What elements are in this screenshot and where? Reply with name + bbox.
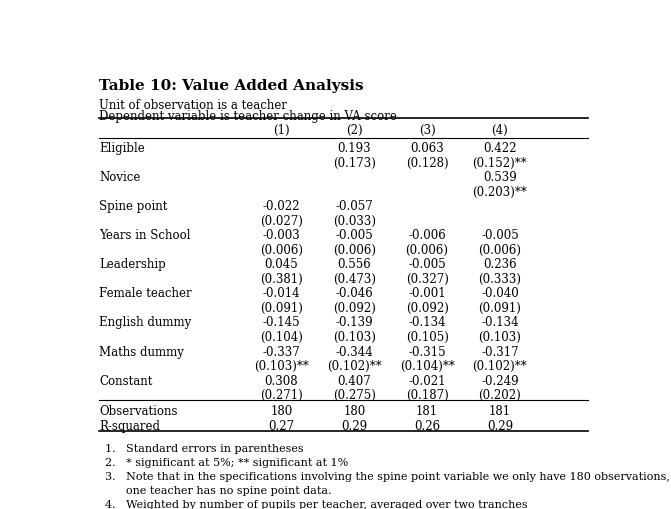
Text: -0.145: -0.145: [262, 316, 301, 329]
Text: (0.173): (0.173): [333, 156, 376, 169]
Text: (0.152)**: (0.152)**: [472, 156, 527, 169]
Text: (1): (1): [273, 124, 290, 137]
Text: (0.271): (0.271): [260, 388, 303, 401]
Text: (0.203)**: (0.203)**: [472, 185, 527, 199]
Text: (0.473): (0.473): [333, 272, 376, 286]
Text: (0.187): (0.187): [406, 388, 448, 401]
Text: (4): (4): [492, 124, 508, 137]
Text: Observations: Observations: [99, 405, 178, 417]
Text: (0.103): (0.103): [478, 330, 521, 343]
Text: Novice: Novice: [99, 171, 141, 184]
Text: (2): (2): [346, 124, 362, 137]
Text: -0.249: -0.249: [481, 374, 519, 387]
Text: (0.103): (0.103): [333, 330, 376, 343]
Text: -0.337: -0.337: [262, 345, 301, 358]
Text: -0.014: -0.014: [262, 287, 301, 300]
Text: (0.104): (0.104): [260, 330, 303, 343]
Text: 0.422: 0.422: [483, 142, 517, 155]
Text: 0.26: 0.26: [414, 419, 440, 432]
Text: Leadership: Leadership: [99, 258, 166, 271]
Text: Table 10: Value Added Analysis: Table 10: Value Added Analysis: [99, 79, 364, 93]
Text: Unit of observation is a teacher: Unit of observation is a teacher: [99, 98, 287, 111]
Text: Constant: Constant: [99, 374, 153, 387]
Text: (0.128): (0.128): [406, 156, 448, 169]
Text: (0.102)**: (0.102)**: [327, 359, 382, 372]
Text: 0.236: 0.236: [483, 258, 517, 271]
Text: English dummy: English dummy: [99, 316, 192, 329]
Text: Female teacher: Female teacher: [99, 287, 192, 300]
Text: -0.040: -0.040: [481, 287, 519, 300]
Text: 0.063: 0.063: [410, 142, 444, 155]
Text: (0.105): (0.105): [406, 330, 448, 343]
Text: R-squared: R-squared: [99, 419, 160, 432]
Text: 181: 181: [416, 405, 438, 417]
Text: (0.327): (0.327): [406, 272, 448, 286]
Text: (0.092): (0.092): [333, 301, 376, 315]
Text: -0.022: -0.022: [263, 200, 300, 213]
Text: (0.104)**: (0.104)**: [400, 359, 454, 372]
Text: 0.045: 0.045: [264, 258, 299, 271]
Text: -0.134: -0.134: [408, 316, 446, 329]
Text: Years in School: Years in School: [99, 229, 191, 242]
Text: -0.021: -0.021: [409, 374, 446, 387]
Text: 2.   * significant at 5%; ** significant at 1%: 2. * significant at 5%; ** significant a…: [105, 457, 348, 467]
Text: Maths dummy: Maths dummy: [99, 345, 185, 358]
Text: (0.027): (0.027): [260, 214, 303, 228]
Text: 0.193: 0.193: [338, 142, 371, 155]
Text: (3): (3): [419, 124, 435, 137]
Text: (0.092): (0.092): [406, 301, 448, 315]
Text: Spine point: Spine point: [99, 200, 168, 213]
Text: 3.   Note that in the specifications involving the spine point variable we only : 3. Note that in the specifications invol…: [105, 471, 671, 481]
Text: -0.005: -0.005: [336, 229, 373, 242]
Text: -0.046: -0.046: [336, 287, 373, 300]
Text: -0.315: -0.315: [408, 345, 446, 358]
Text: -0.134: -0.134: [481, 316, 519, 329]
Text: (0.091): (0.091): [478, 301, 521, 315]
Text: (0.381): (0.381): [260, 272, 303, 286]
Text: -0.001: -0.001: [408, 287, 446, 300]
Text: 0.27: 0.27: [268, 419, 295, 432]
Text: 0.556: 0.556: [338, 258, 371, 271]
Text: -0.006: -0.006: [408, 229, 446, 242]
Text: (0.006): (0.006): [478, 243, 521, 257]
Text: Eligible: Eligible: [99, 142, 145, 155]
Text: -0.057: -0.057: [336, 200, 373, 213]
Text: -0.003: -0.003: [262, 229, 301, 242]
Text: 180: 180: [270, 405, 293, 417]
Text: (0.202): (0.202): [478, 388, 521, 401]
Text: (0.333): (0.333): [478, 272, 521, 286]
Text: 1.   Standard errors in parentheses: 1. Standard errors in parentheses: [105, 443, 303, 453]
Text: 4.   Weighted by number of pupils per teacher, averaged over two tranches: 4. Weighted by number of pupils per teac…: [105, 499, 527, 509]
Text: 0.29: 0.29: [342, 419, 367, 432]
Text: (0.103)**: (0.103)**: [254, 359, 309, 372]
Text: -0.005: -0.005: [408, 258, 446, 271]
Text: 0.29: 0.29: [487, 419, 513, 432]
Text: 0.539: 0.539: [483, 171, 517, 184]
Text: -0.344: -0.344: [336, 345, 373, 358]
Text: (0.006): (0.006): [333, 243, 376, 257]
Text: -0.005: -0.005: [481, 229, 519, 242]
Text: (0.033): (0.033): [333, 214, 376, 228]
Text: (0.006): (0.006): [405, 243, 449, 257]
Text: (0.102)**: (0.102)**: [472, 359, 527, 372]
Text: 180: 180: [343, 405, 366, 417]
Text: 0.407: 0.407: [338, 374, 371, 387]
Text: (0.006): (0.006): [260, 243, 303, 257]
Text: -0.317: -0.317: [481, 345, 519, 358]
Text: one teacher has no spine point data.: one teacher has no spine point data.: [105, 485, 331, 495]
Text: 0.308: 0.308: [264, 374, 299, 387]
Text: -0.139: -0.139: [336, 316, 373, 329]
Text: (0.091): (0.091): [260, 301, 303, 315]
Text: Dependent variable is teacher change in VA score: Dependent variable is teacher change in …: [99, 110, 397, 123]
Text: 181: 181: [489, 405, 511, 417]
Text: (0.275): (0.275): [333, 388, 376, 401]
